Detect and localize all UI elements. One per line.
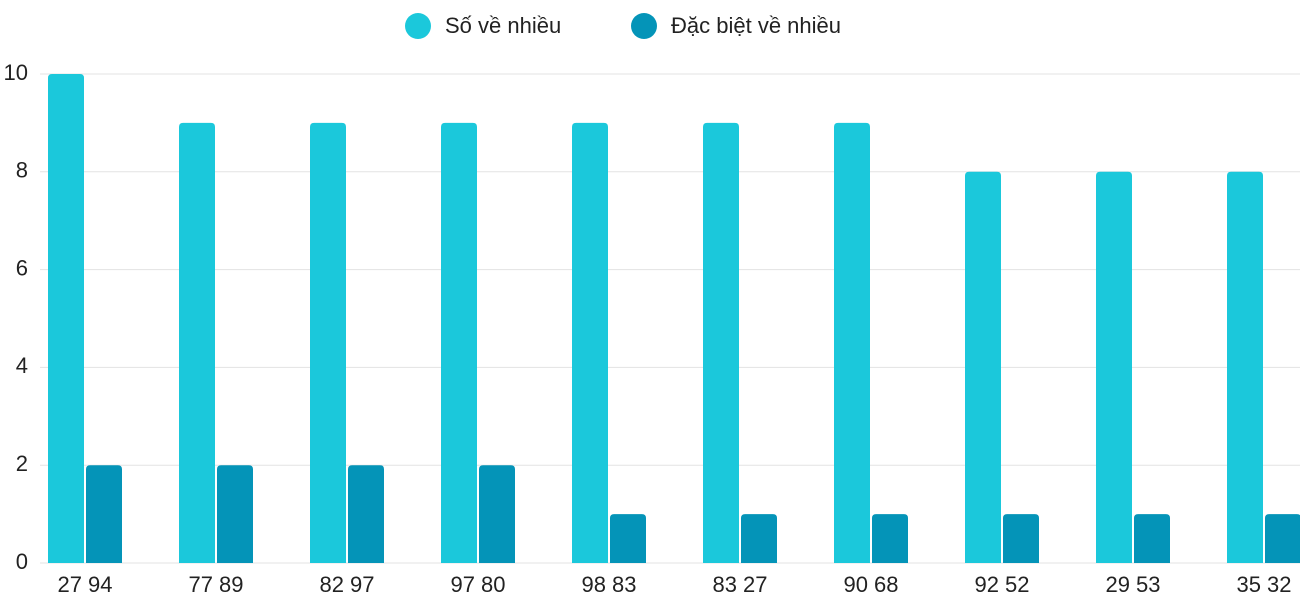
x-tick-label: 97 80	[450, 572, 505, 597]
bar	[610, 514, 646, 563]
bar	[479, 465, 515, 563]
bar	[1265, 514, 1300, 563]
bar	[441, 122, 477, 564]
x-tick-label: 27 94	[57, 572, 112, 597]
legend-label: Đặc biệt về nhiều	[671, 13, 841, 38]
bar	[572, 122, 608, 564]
y-tick-label: 6	[16, 255, 28, 280]
bar	[348, 465, 384, 563]
y-tick-label: 10	[4, 60, 28, 85]
y-tick-label: 8	[16, 158, 28, 183]
y-tick-label: 0	[16, 549, 28, 574]
legend-marker	[405, 13, 431, 39]
bar	[965, 171, 1001, 564]
x-tick-label: 77 89	[188, 572, 243, 597]
x-tick-label: 82 97	[319, 572, 374, 597]
bar	[179, 122, 215, 564]
bar	[86, 465, 122, 563]
bar	[1134, 514, 1170, 563]
bar	[1096, 171, 1132, 564]
bar	[1003, 514, 1039, 563]
legend-marker	[631, 13, 657, 39]
bar	[741, 514, 777, 563]
x-tick-label: 83 27	[712, 572, 767, 597]
bar	[217, 465, 253, 563]
bar	[1227, 171, 1263, 564]
x-tick-label: 29 53	[1105, 572, 1160, 597]
bar	[872, 514, 908, 563]
legend-label: Số về nhiều	[445, 13, 561, 38]
bar	[834, 122, 870, 564]
bar	[48, 74, 84, 563]
bar	[310, 122, 346, 564]
bar	[703, 122, 739, 564]
x-tick-label: 98 83	[581, 572, 636, 597]
y-tick-label: 2	[16, 451, 28, 476]
x-tick-label: 92 52	[974, 572, 1029, 597]
y-tick-label: 4	[16, 353, 28, 378]
x-tick-label: 90 68	[843, 572, 898, 597]
x-tick-label: 35 32	[1236, 572, 1291, 597]
